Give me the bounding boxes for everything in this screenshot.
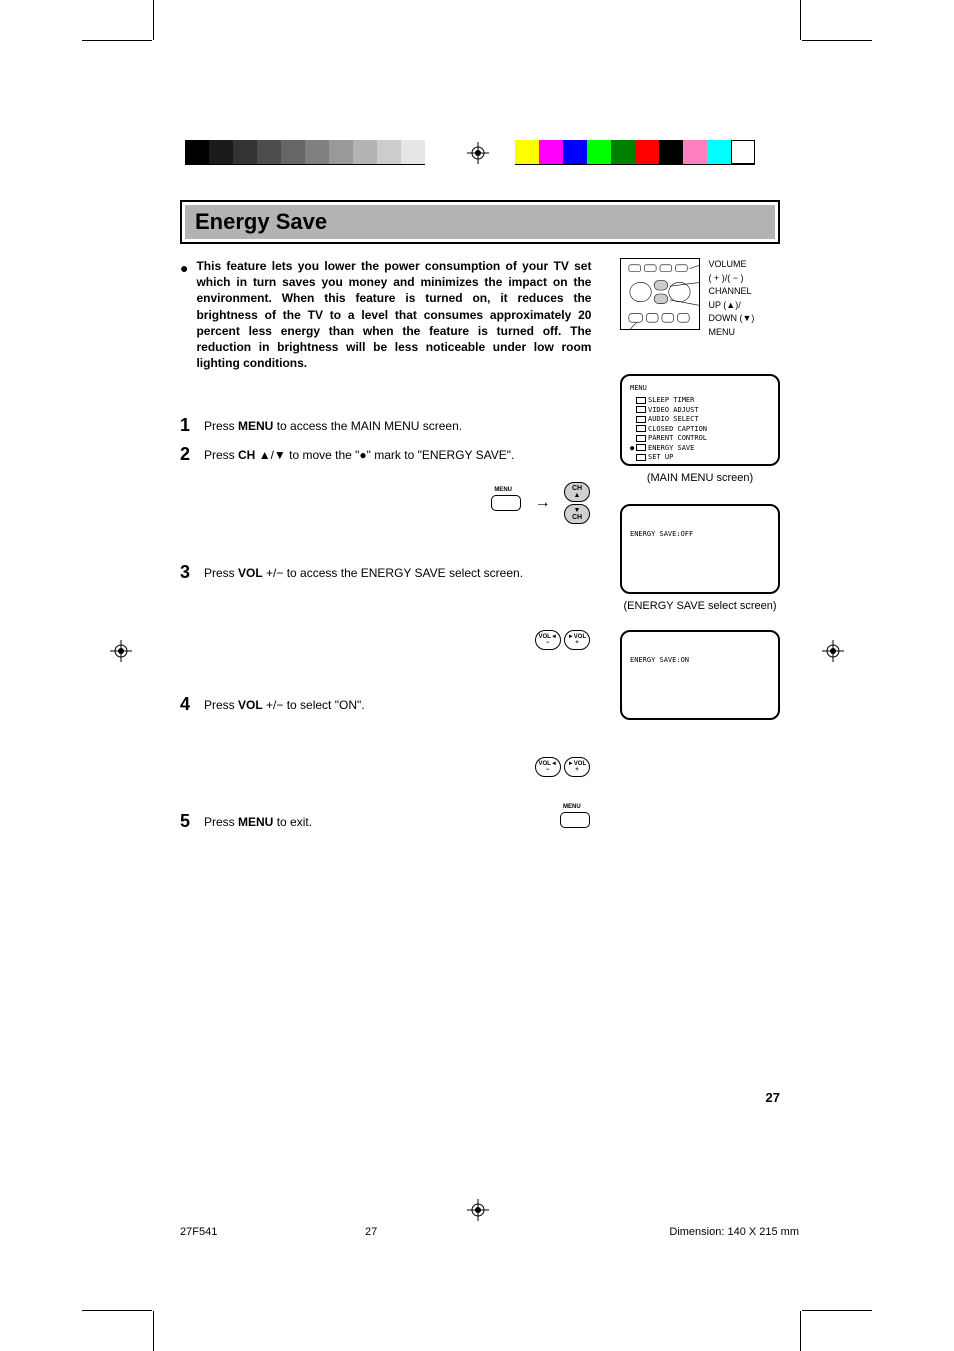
registration-mark-icon [110,640,132,662]
menu-item: AUDIO SELECT [630,415,770,424]
energy-save-off-screen: ENERGY SAVE:OFF [620,504,780,594]
section-title-box: Energy Save [180,200,780,244]
main-menu-screen: MENU SLEEP TIMERVIDEO ADJUSTAUDIO SELECT… [620,374,780,466]
remote-label-channel-down: DOWN (▼) [708,312,754,326]
page-content: Energy Save ● This feature lets you lowe… [180,200,780,840]
menu-item: SLEEP TIMER [630,396,770,405]
menu-item: SET UP [630,453,770,462]
gray-calibration-bars [185,140,425,164]
menu-item: ●ENERGY SAVE [630,444,770,453]
main-menu-caption: (MAIN MENU screen) [620,472,780,484]
energy-save-on-screen: ENERGY SAVE:ON [620,630,780,720]
step-number: 5 [180,811,204,832]
menu-button-icon [491,495,521,511]
channel-down-button-icon: ▼CH [564,504,590,524]
step-5: 5 Press MENU to exit. [180,811,780,832]
menu-item: CLOSED CAPTION [630,425,770,434]
description-text: This feature lets you lower the power co… [196,258,591,371]
remote-label-channel: CHANNEL [708,285,754,299]
menu-item: VIDEO ADJUST [630,406,770,415]
menu-item: PARENT CONTROL [630,434,770,443]
step-text: Press MENU to exit. [204,811,780,832]
channel-up-button-icon: CH▲ [564,482,590,502]
arrow-right-icon: → [535,494,551,512]
vol-minus-button-icon: VOL◄− [535,630,561,650]
crop-marks-bottom [0,1251,954,1351]
energy-save-caption: (ENERGY SAVE select screen) [620,600,780,612]
vol-minus-button-icon: VOL◄− [535,757,561,777]
color-calibration-bars [515,140,755,164]
vol-plus-button-icon: ►VOL+ [564,630,590,650]
footer-dimension: Dimension: 140 X 215 mm [669,1226,799,1238]
menu-button-icon [560,812,590,828]
registration-mark-icon [822,640,844,662]
energy-save-on-text: ENERGY SAVE:ON [630,656,770,665]
registration-mark-icon [467,142,489,164]
remote-label-volume: VOLUME [708,258,754,272]
step-number: 1 [180,415,204,436]
vol-plus-button-icon: ►VOL+ [564,757,590,777]
remote-label-volume-sym: ( + )/( − ) [708,272,754,286]
step-number: 2 [180,444,204,524]
remote-illustration: VOLUME ( + )/( − ) CHANNEL UP (▲)/ DOWN … [620,258,780,339]
step-number: 3 [180,562,204,650]
bullet-icon: ● [180,260,188,371]
remote-label-channel-up: UP (▲)/ [708,299,754,313]
section-title: Energy Save [185,205,775,239]
registration-mark-icon [467,1199,489,1221]
step-number: 4 [180,694,204,777]
footer-page: 27 [365,1226,377,1238]
energy-save-off-text: ENERGY SAVE:OFF [630,530,770,539]
footer-model: 27F541 [180,1226,217,1238]
remote-label-menu: MENU [708,326,754,340]
menu-header: MENU [630,384,770,393]
